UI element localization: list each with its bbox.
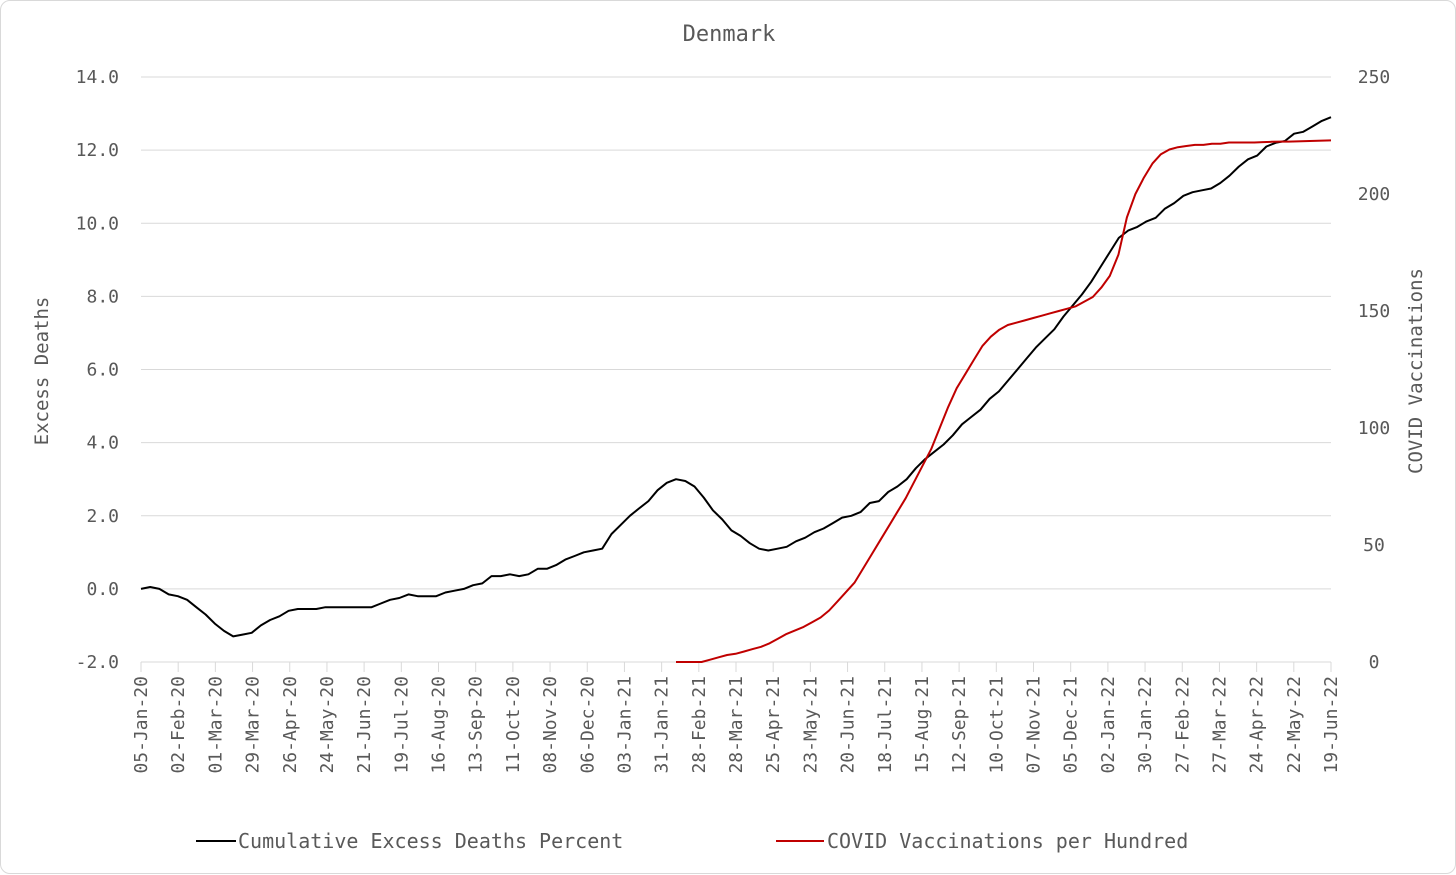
x-tick-label: 19-Jul-20 xyxy=(391,676,412,774)
left-tick-label: 10.0 xyxy=(76,213,119,234)
x-tick-label: 27-Mar-22 xyxy=(1209,676,1230,774)
x-tick-label: 05-Jan-20 xyxy=(131,676,152,774)
x-tick-label: 01-Mar-20 xyxy=(205,676,226,774)
x-tick-label: 15-Aug-21 xyxy=(912,676,933,774)
legend-label-vaccinations: COVID Vaccinations per Hundred xyxy=(827,829,1188,853)
x-tick-label: 12-Sep-21 xyxy=(949,676,970,774)
right-tick-label: 100 xyxy=(1358,418,1391,439)
right-axis-ticks: 250 200 150 100 50 0 xyxy=(1358,67,1391,673)
left-tick-label: 4.0 xyxy=(86,433,119,454)
x-axis: 05-Jan-20 02-Feb-20 01-Mar-20 29-Mar-20 26-A… xyxy=(131,661,1342,774)
x-tick-label: 02-Jan-22 xyxy=(1098,676,1119,774)
x-tick-label: 30-Jan-22 xyxy=(1135,676,1156,774)
x-tick-label: 11-Oct-20 xyxy=(503,676,524,774)
series-line-excess-deaths xyxy=(140,116,1332,638)
legend: Cumulative Excess Deaths Percent COVID V… xyxy=(196,829,1188,853)
left-tick-label: 12.0 xyxy=(76,140,119,161)
series-lines xyxy=(140,116,1332,663)
x-tick-label: 03-Jan-21 xyxy=(614,676,635,774)
left-axis-label: Excess Deaths xyxy=(31,297,53,446)
left-axis-ticks: 14.0 12.0 10.0 8.0 6.0 4.0 2.0 0.0 -2.0 xyxy=(76,67,119,673)
series-line-vaccinations xyxy=(676,139,1332,663)
left-tick-label: 0.0 xyxy=(86,579,119,600)
x-tick-label: 29-Mar-20 xyxy=(243,676,264,774)
x-tick-label: 23-May-21 xyxy=(800,676,821,774)
right-tick-label: 250 xyxy=(1358,67,1391,88)
x-tick-label: 20-Jun-21 xyxy=(838,676,859,774)
x-tick-label: 22-May-22 xyxy=(1284,676,1305,774)
left-tick-label: -2.0 xyxy=(76,652,119,673)
x-tick-label: 07-Nov-21 xyxy=(1024,676,1045,774)
x-tick-label: 28-Feb-21 xyxy=(689,676,710,774)
x-tick-label: 18-Jul-21 xyxy=(875,676,896,774)
right-tick-label: 50 xyxy=(1363,535,1385,556)
left-tick-label: 6.0 xyxy=(86,360,119,381)
left-tick-label: 8.0 xyxy=(86,286,119,307)
x-tick-label: 28-Mar-21 xyxy=(726,676,747,774)
x-tick-label: 24-Apr-22 xyxy=(1247,676,1268,774)
x-tick-label: 21-Jun-20 xyxy=(354,676,375,774)
x-tick-label: 13-Sep-20 xyxy=(466,676,487,774)
x-tick-label: 27-Feb-22 xyxy=(1172,676,1193,774)
left-tick-label: 14.0 xyxy=(76,67,119,88)
right-tick-label: 150 xyxy=(1358,301,1391,322)
x-tick-label: 24-May-20 xyxy=(317,676,338,774)
x-tick-label: 16-Aug-20 xyxy=(429,676,450,774)
x-tick-label: 26-Apr-20 xyxy=(280,676,301,774)
x-tick-label: 06-Dec-20 xyxy=(577,676,598,774)
x-tick-label: 02-Feb-20 xyxy=(168,676,189,774)
right-axis-label: COVID Vaccinations xyxy=(1405,268,1427,474)
x-tick-label: 25-Apr-21 xyxy=(763,676,784,774)
x-tick-label: 31-Jan-21 xyxy=(652,676,673,774)
right-tick-label: 0 xyxy=(1369,652,1380,673)
left-tick-label: 2.0 xyxy=(86,506,119,527)
x-tick-label: 08-Nov-20 xyxy=(540,676,561,774)
x-tick-label: 10-Oct-21 xyxy=(986,676,1007,774)
chart-title: Denmark xyxy=(683,22,776,47)
legend-label-deaths: Cumulative Excess Deaths Percent xyxy=(238,829,623,853)
x-tick-label: 05-Dec-21 xyxy=(1061,676,1082,774)
right-tick-label: 200 xyxy=(1358,184,1391,205)
x-tick-label: 19-Jun-22 xyxy=(1321,676,1342,774)
